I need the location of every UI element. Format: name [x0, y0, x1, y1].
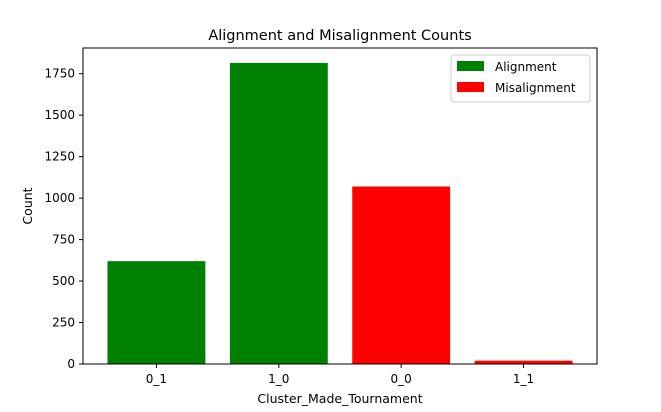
y-tick-label-250: 250 [52, 316, 75, 330]
x-tick-label-1_0: 1_0 [268, 372, 289, 386]
legend-swatch-alignment [457, 61, 484, 71]
legend-label-alignment: Alignment [495, 60, 557, 74]
legend-swatch-misalignment [457, 82, 484, 92]
y-axis-label: Count [20, 187, 35, 224]
legend-label-misalignment: Misalignment [495, 81, 576, 95]
x-axis: 0_1 1_0 0_0 1_1 [146, 364, 534, 386]
y-axis: 0 250 500 750 1000 1250 1500 1750 [44, 67, 83, 371]
bar-1_1 [474, 360, 573, 364]
y-tick-label-1250: 1250 [44, 150, 75, 164]
x-tick-label-1_1: 1_1 [513, 372, 534, 386]
y-tick-label-750: 750 [52, 233, 75, 247]
y-tick-label-1500: 1500 [44, 108, 75, 122]
bar-0_1 [107, 261, 206, 364]
bar-1_0 [229, 62, 328, 365]
bars-group [107, 62, 573, 365]
bar-0_0 [352, 186, 451, 364]
x-tick-label-0_0: 0_0 [391, 372, 412, 386]
chart-title: Alignment and Misalignment Counts [208, 28, 471, 44]
plot-frame [82, 47, 598, 365]
y-tick-label-0: 0 [67, 357, 75, 371]
y-tick-label-1000: 1000 [44, 191, 75, 205]
legend: Alignment Misalignment [450, 54, 591, 103]
y-tick-label-500: 500 [52, 274, 75, 288]
x-axis-label: Cluster_Made_Tournament [257, 391, 422, 406]
x-tick-label-0_1: 0_1 [146, 372, 167, 386]
y-tick-label-1750: 1750 [44, 67, 75, 81]
legend-frame [450, 54, 591, 103]
